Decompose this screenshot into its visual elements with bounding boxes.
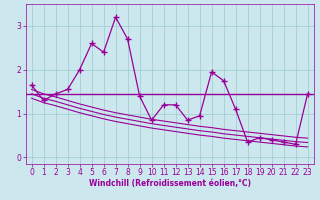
X-axis label: Windchill (Refroidissement éolien,°C): Windchill (Refroidissement éolien,°C): [89, 179, 251, 188]
